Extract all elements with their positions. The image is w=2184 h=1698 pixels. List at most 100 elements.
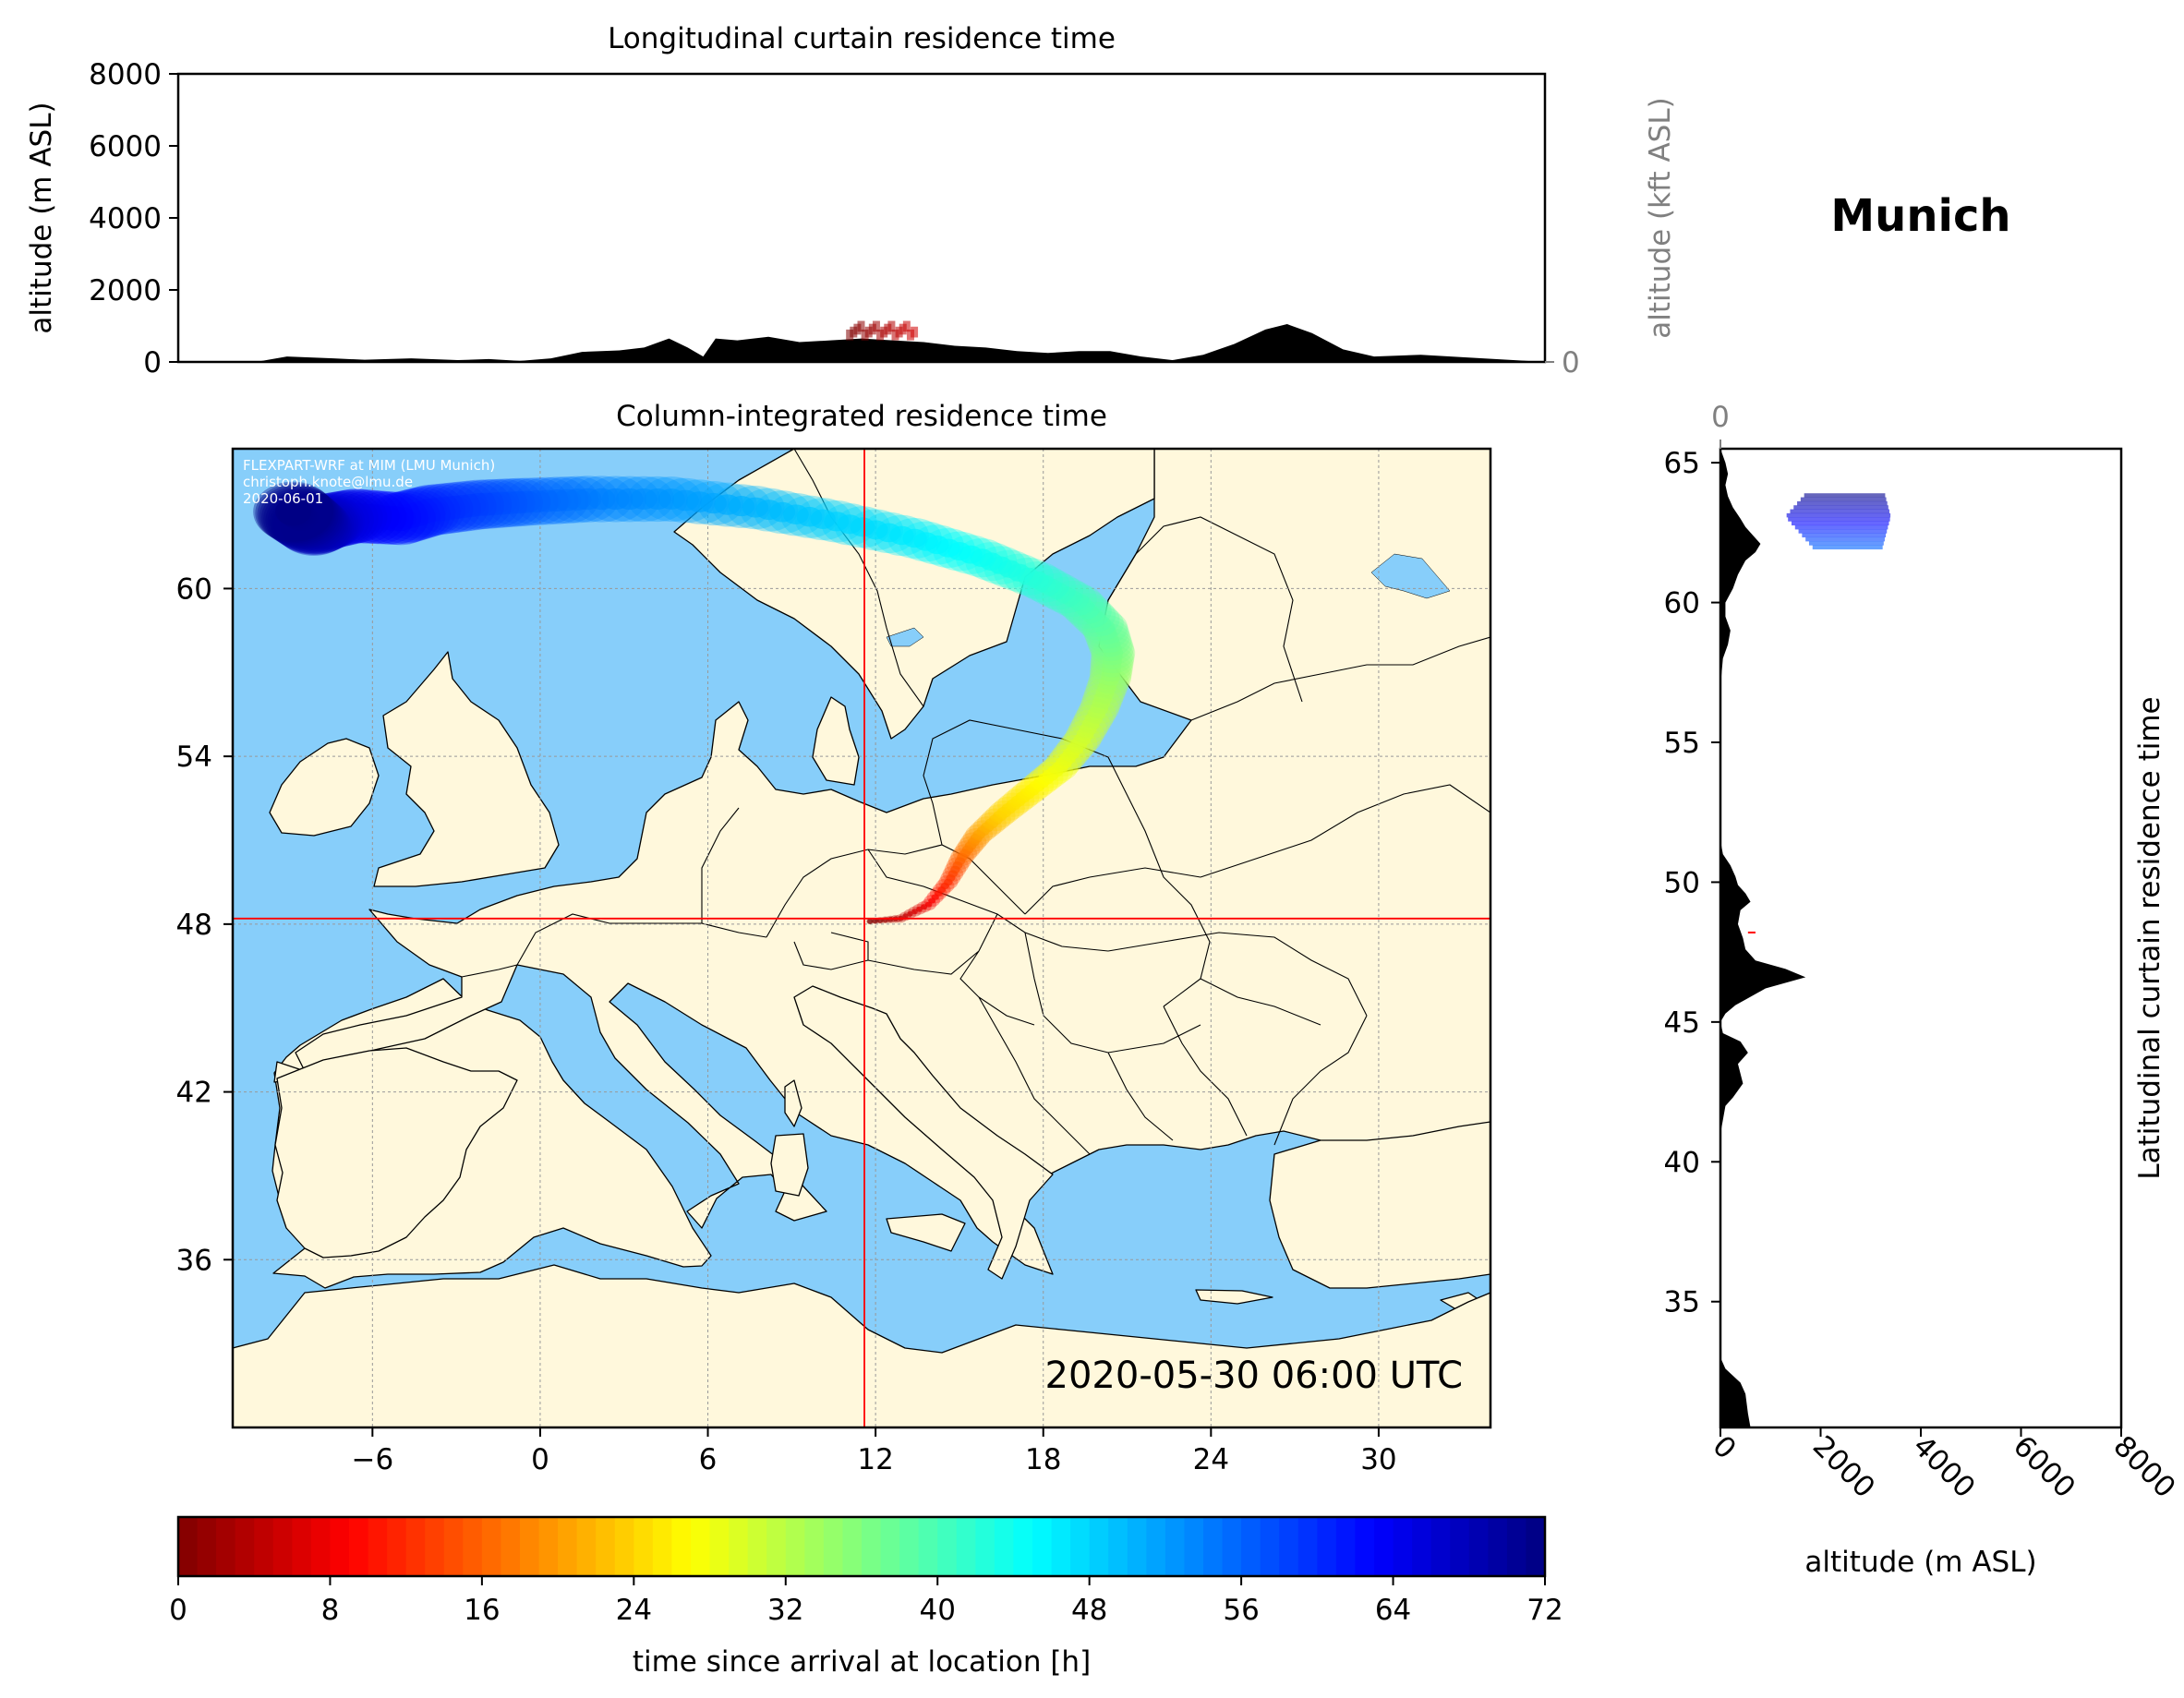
colorbar-cell [1488, 1517, 1508, 1576]
colorbar-cell [918, 1517, 938, 1576]
colorbar-cell [387, 1517, 407, 1576]
top-terrain-profile [178, 324, 1545, 362]
right-residence-cell [1797, 500, 1888, 506]
land-iberia [274, 1047, 518, 1258]
colorbar-cell [1184, 1517, 1204, 1576]
top-y-tick-label: 8000 [89, 58, 162, 91]
colorbar-tick-label: 32 [767, 1594, 803, 1627]
colorbar-cell [1279, 1517, 1299, 1576]
longitudinal-curtain-panel: Longitudinal curtain residence time 0 200… [25, 22, 1677, 379]
colorbar-cell [1430, 1517, 1451, 1576]
colorbar-frame [176, 1515, 1547, 1578]
map-y-tick-label: 42 [176, 1077, 212, 1110]
colorbar-cell [1241, 1517, 1261, 1576]
colorbar-cell [501, 1517, 521, 1576]
map-x-tick-label: 6 [699, 1443, 718, 1476]
map-y-tick-label: 48 [176, 909, 212, 942]
map-x-tick-label: 0 [531, 1443, 549, 1476]
colorbar-cell [1164, 1517, 1186, 1576]
location-title: Munich [1830, 190, 2010, 242]
right-residence-cell [1786, 512, 1891, 518]
trajectory-plume [253, 476, 1136, 924]
right-y-tick-label: 65 [1664, 447, 1700, 480]
lakes [886, 553, 1451, 647]
colorbar-cell [709, 1517, 730, 1576]
colorbar-cell [463, 1517, 483, 1576]
colorbar-cell [254, 1517, 274, 1576]
colorbar-cell [633, 1517, 654, 1576]
colorbar-cell [1335, 1517, 1357, 1576]
map-x-tick-label: 18 [1025, 1443, 1061, 1476]
top-secondary-y-ticks: 050100 [1545, 346, 1580, 379]
land-turkey [1269, 1121, 1490, 1289]
colorbar-cell [481, 1517, 502, 1576]
colorbar-ticks: 0 8 16 24 32 40 48 56 64 72 [169, 1576, 1563, 1627]
right-secondary-x-ticks: 050100 [1711, 401, 1730, 449]
top-residence-cell [906, 329, 914, 341]
top-residence-cell [887, 320, 896, 332]
right-residence-cell [1808, 541, 1884, 546]
map-axes-frame [231, 447, 1492, 1429]
map-x-tick-label: −6 [351, 1443, 393, 1476]
top-y-tick-label: 2000 [89, 274, 162, 307]
top-residence-cell [853, 323, 862, 335]
top-residence-cell [880, 326, 888, 338]
land-jutland [812, 696, 860, 786]
map-grid [233, 449, 1490, 1427]
colorbar-cell [1450, 1517, 1470, 1576]
colorbar-cell [425, 1517, 445, 1576]
colorbar-cell [1203, 1517, 1224, 1576]
right-residence-cell [1788, 517, 1890, 522]
colorbar-cell [1526, 1517, 1546, 1576]
right-residence-cell [1798, 529, 1888, 534]
watermark-line-3: 2020-06-01 [243, 490, 323, 507]
colorbar-cell [937, 1517, 958, 1576]
colorbar-cell [862, 1517, 882, 1576]
land-italy [793, 985, 1054, 1280]
colorbar-cell [1108, 1517, 1128, 1576]
lake-ladoga [1370, 553, 1451, 599]
colorbar-cell [1317, 1517, 1337, 1576]
colorbar-cell [1393, 1517, 1413, 1576]
top-secondary-y-tick-label: 0 [1562, 346, 1580, 379]
map-y-tick-label: 54 [176, 741, 212, 774]
country-borders [461, 449, 1490, 1155]
top-residence-cell [876, 329, 885, 341]
top-y-ticks: 0 2000 4000 6000 8000 [89, 58, 178, 379]
right-panel-title: Latitudinal curtain residence time [2133, 696, 2166, 1179]
land-europe-main [273, 449, 1490, 1275]
colorbar-cell [1355, 1517, 1375, 1576]
colorbar-cell [804, 1517, 825, 1576]
colorbar-cell [1070, 1517, 1091, 1576]
colorbar-tick-label: 48 [1071, 1594, 1107, 1627]
top-residence-cell [861, 329, 869, 341]
colorbar-cell [216, 1517, 236, 1576]
right-y-tick-label: 60 [1664, 587, 1700, 620]
top-secondary-y-axis-label: altitude (kft ASL) [1644, 97, 1677, 338]
top-residence-cell [902, 320, 911, 332]
right-y-tick-label: 35 [1664, 1286, 1700, 1319]
right-secondary-x-tick-label: 0 [1711, 401, 1730, 434]
right-x-tick-label: 8000 [2106, 1429, 2181, 1504]
colorbar-tick-label: 8 [321, 1594, 340, 1627]
colorbar-tick-label: 40 [919, 1594, 955, 1627]
top-residence-cell [911, 326, 919, 338]
colorbar-cell [1468, 1517, 1489, 1576]
colorbar-cell [368, 1517, 388, 1576]
map-x-tick-label: 12 [857, 1443, 893, 1476]
top-residence-cell [899, 323, 907, 335]
right-residence-cell [1794, 524, 1888, 530]
colorbar-cell [330, 1517, 350, 1576]
land-great-britain [373, 651, 560, 887]
right-residence-cell [1802, 533, 1887, 538]
plume-core [872, 918, 878, 924]
colorbar-cell [614, 1517, 634, 1576]
colorbar-cell [975, 1517, 995, 1576]
border-lines [461, 449, 1490, 1155]
lake-vanern [886, 627, 924, 647]
right-y-tick-label: 45 [1664, 1006, 1700, 1040]
colorbar-cell [956, 1517, 976, 1576]
colorbar-cell [538, 1517, 559, 1576]
colorbar-cell [596, 1517, 616, 1576]
